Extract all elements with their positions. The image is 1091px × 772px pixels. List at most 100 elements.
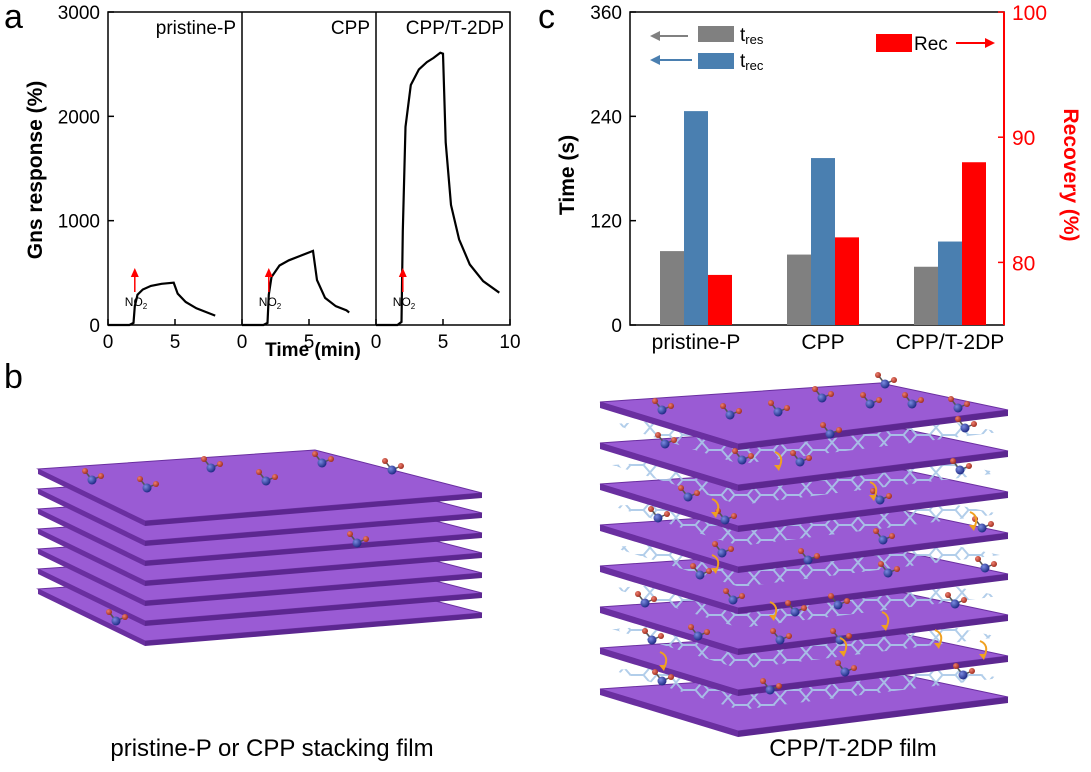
no2-molecule bbox=[688, 624, 710, 641]
nitrogen-atom bbox=[875, 495, 885, 505]
oxygen-atom bbox=[828, 593, 834, 599]
no2-molecule bbox=[655, 432, 677, 449]
stacking-film-caption: pristine-P or CPP stacking film bbox=[110, 735, 433, 762]
stacking-film-illustration bbox=[36, 449, 483, 646]
no2-molecule bbox=[723, 588, 745, 605]
oxygen-atom bbox=[122, 614, 128, 620]
no2-molecule bbox=[201, 456, 223, 473]
oxygen-atom bbox=[828, 391, 834, 397]
layer-edge bbox=[738, 451, 1008, 491]
oxygen-atom bbox=[678, 485, 684, 491]
bar-rec bbox=[962, 162, 986, 325]
nitrogen-atom bbox=[717, 548, 727, 558]
no2-molecule bbox=[948, 396, 970, 413]
oxygen-atom bbox=[272, 474, 278, 480]
oxygen-atom bbox=[969, 668, 975, 674]
no2-molecule bbox=[347, 531, 369, 548]
oxygen-atom bbox=[768, 400, 774, 406]
no2-arrowhead bbox=[398, 268, 407, 277]
panel-a-xtick-label: 5 bbox=[304, 332, 315, 353]
layer-edge bbox=[38, 529, 145, 586]
no2-molecule bbox=[790, 450, 812, 467]
panel-a-xtick-label: 0 bbox=[103, 332, 114, 353]
oxygen-atom bbox=[902, 392, 908, 398]
oxygen-atom bbox=[971, 421, 977, 427]
no2-molecule bbox=[798, 548, 820, 565]
oxygen-atom bbox=[835, 660, 841, 666]
panel-letter-b: b bbox=[4, 358, 23, 396]
oxygen-atom bbox=[732, 448, 738, 454]
nitrogen-atom bbox=[720, 515, 730, 525]
no2-molecule bbox=[312, 451, 334, 468]
panel-a-xtick-label: 5 bbox=[438, 332, 449, 353]
panel-c-ytick-label: 240 bbox=[590, 107, 622, 128]
oxygen-atom bbox=[891, 377, 897, 383]
no2-label: NO2 bbox=[125, 295, 148, 311]
no2-molecule bbox=[770, 628, 792, 645]
panel-a-series-name: CPP/T-2DP bbox=[406, 18, 504, 39]
nitrogen-atom bbox=[352, 538, 362, 548]
legend-trec-arrowhead bbox=[650, 55, 660, 65]
layer-edge bbox=[738, 615, 1008, 655]
panel-a-x-axis-label: Time (min) bbox=[265, 340, 361, 361]
nitrogen-atom bbox=[880, 379, 890, 389]
layer-edge bbox=[145, 553, 482, 586]
diffusion-arrowhead bbox=[769, 615, 776, 621]
nitrogen-atom bbox=[775, 635, 785, 645]
panel-a-series-name: CPP bbox=[331, 18, 370, 39]
diffusion-arrowhead bbox=[711, 568, 718, 574]
legend-tres-swatch bbox=[698, 26, 734, 42]
nitrogen-atom bbox=[640, 598, 650, 608]
layer-edge bbox=[600, 607, 738, 655]
oxygen-atom bbox=[785, 600, 791, 606]
no2-molecule bbox=[870, 488, 892, 505]
oxygen-atom bbox=[736, 408, 742, 414]
oxygen-atom bbox=[382, 458, 388, 464]
layer-edge bbox=[145, 593, 482, 626]
oxygen-atom bbox=[652, 669, 658, 675]
panel-a-ytick-label: 0 bbox=[89, 316, 100, 337]
cpp-t2dp-film-caption: CPP/T-2DP film bbox=[769, 735, 937, 762]
panel-a-xtick-label: 0 bbox=[371, 332, 382, 353]
oxygen-atom bbox=[886, 493, 892, 499]
oxygen-atom bbox=[106, 609, 112, 615]
oxygen-atom bbox=[878, 561, 884, 567]
panel-a-line-chart: Gns response (%) Time (min) 010002000300… bbox=[24, 3, 521, 361]
nitrogen-atom bbox=[883, 568, 893, 578]
layer-edge bbox=[38, 489, 145, 546]
no2-molecule bbox=[945, 592, 967, 609]
oxygen-atom bbox=[812, 386, 818, 392]
oxygen-atom bbox=[712, 541, 718, 547]
oxygen-atom bbox=[347, 531, 353, 537]
nitrogen-atom bbox=[980, 563, 990, 573]
no2-molecule bbox=[642, 628, 664, 645]
no2-molecule bbox=[835, 660, 857, 677]
oxygen-atom bbox=[945, 592, 951, 598]
oxygen-atom bbox=[720, 403, 726, 409]
panel-a-frame bbox=[107, 11, 511, 326]
layer-edge bbox=[738, 656, 1008, 696]
nitrogen-atom bbox=[865, 399, 875, 409]
nitrogen-atom bbox=[833, 600, 843, 610]
panel-c-y2-axis-label: Recovery (%) bbox=[1059, 108, 1082, 241]
bar-trec bbox=[684, 111, 708, 325]
no2-molecule bbox=[106, 609, 128, 626]
bar-rec bbox=[835, 237, 859, 325]
nitrogen-atom bbox=[647, 635, 657, 645]
layer-edge bbox=[38, 549, 145, 606]
nitrogen-atom bbox=[817, 393, 827, 403]
bar-rec bbox=[708, 274, 732, 325]
no2-molecule bbox=[975, 556, 997, 573]
oxygen-atom bbox=[648, 506, 654, 512]
oxygen-atom bbox=[256, 469, 262, 475]
layer-edge bbox=[145, 513, 482, 546]
nitrogen-atom bbox=[765, 685, 775, 695]
panel-letter-c: c bbox=[538, 0, 555, 36]
panel-c-ytick-label: 360 bbox=[590, 3, 622, 24]
no2-molecule bbox=[760, 678, 782, 695]
panel-c-y2tick-label: 100 bbox=[1012, 2, 1047, 25]
layer-edge bbox=[738, 492, 1008, 532]
nitrogen-atom bbox=[960, 423, 970, 433]
oxygen-atom bbox=[312, 451, 318, 457]
layer-edge bbox=[600, 648, 738, 696]
